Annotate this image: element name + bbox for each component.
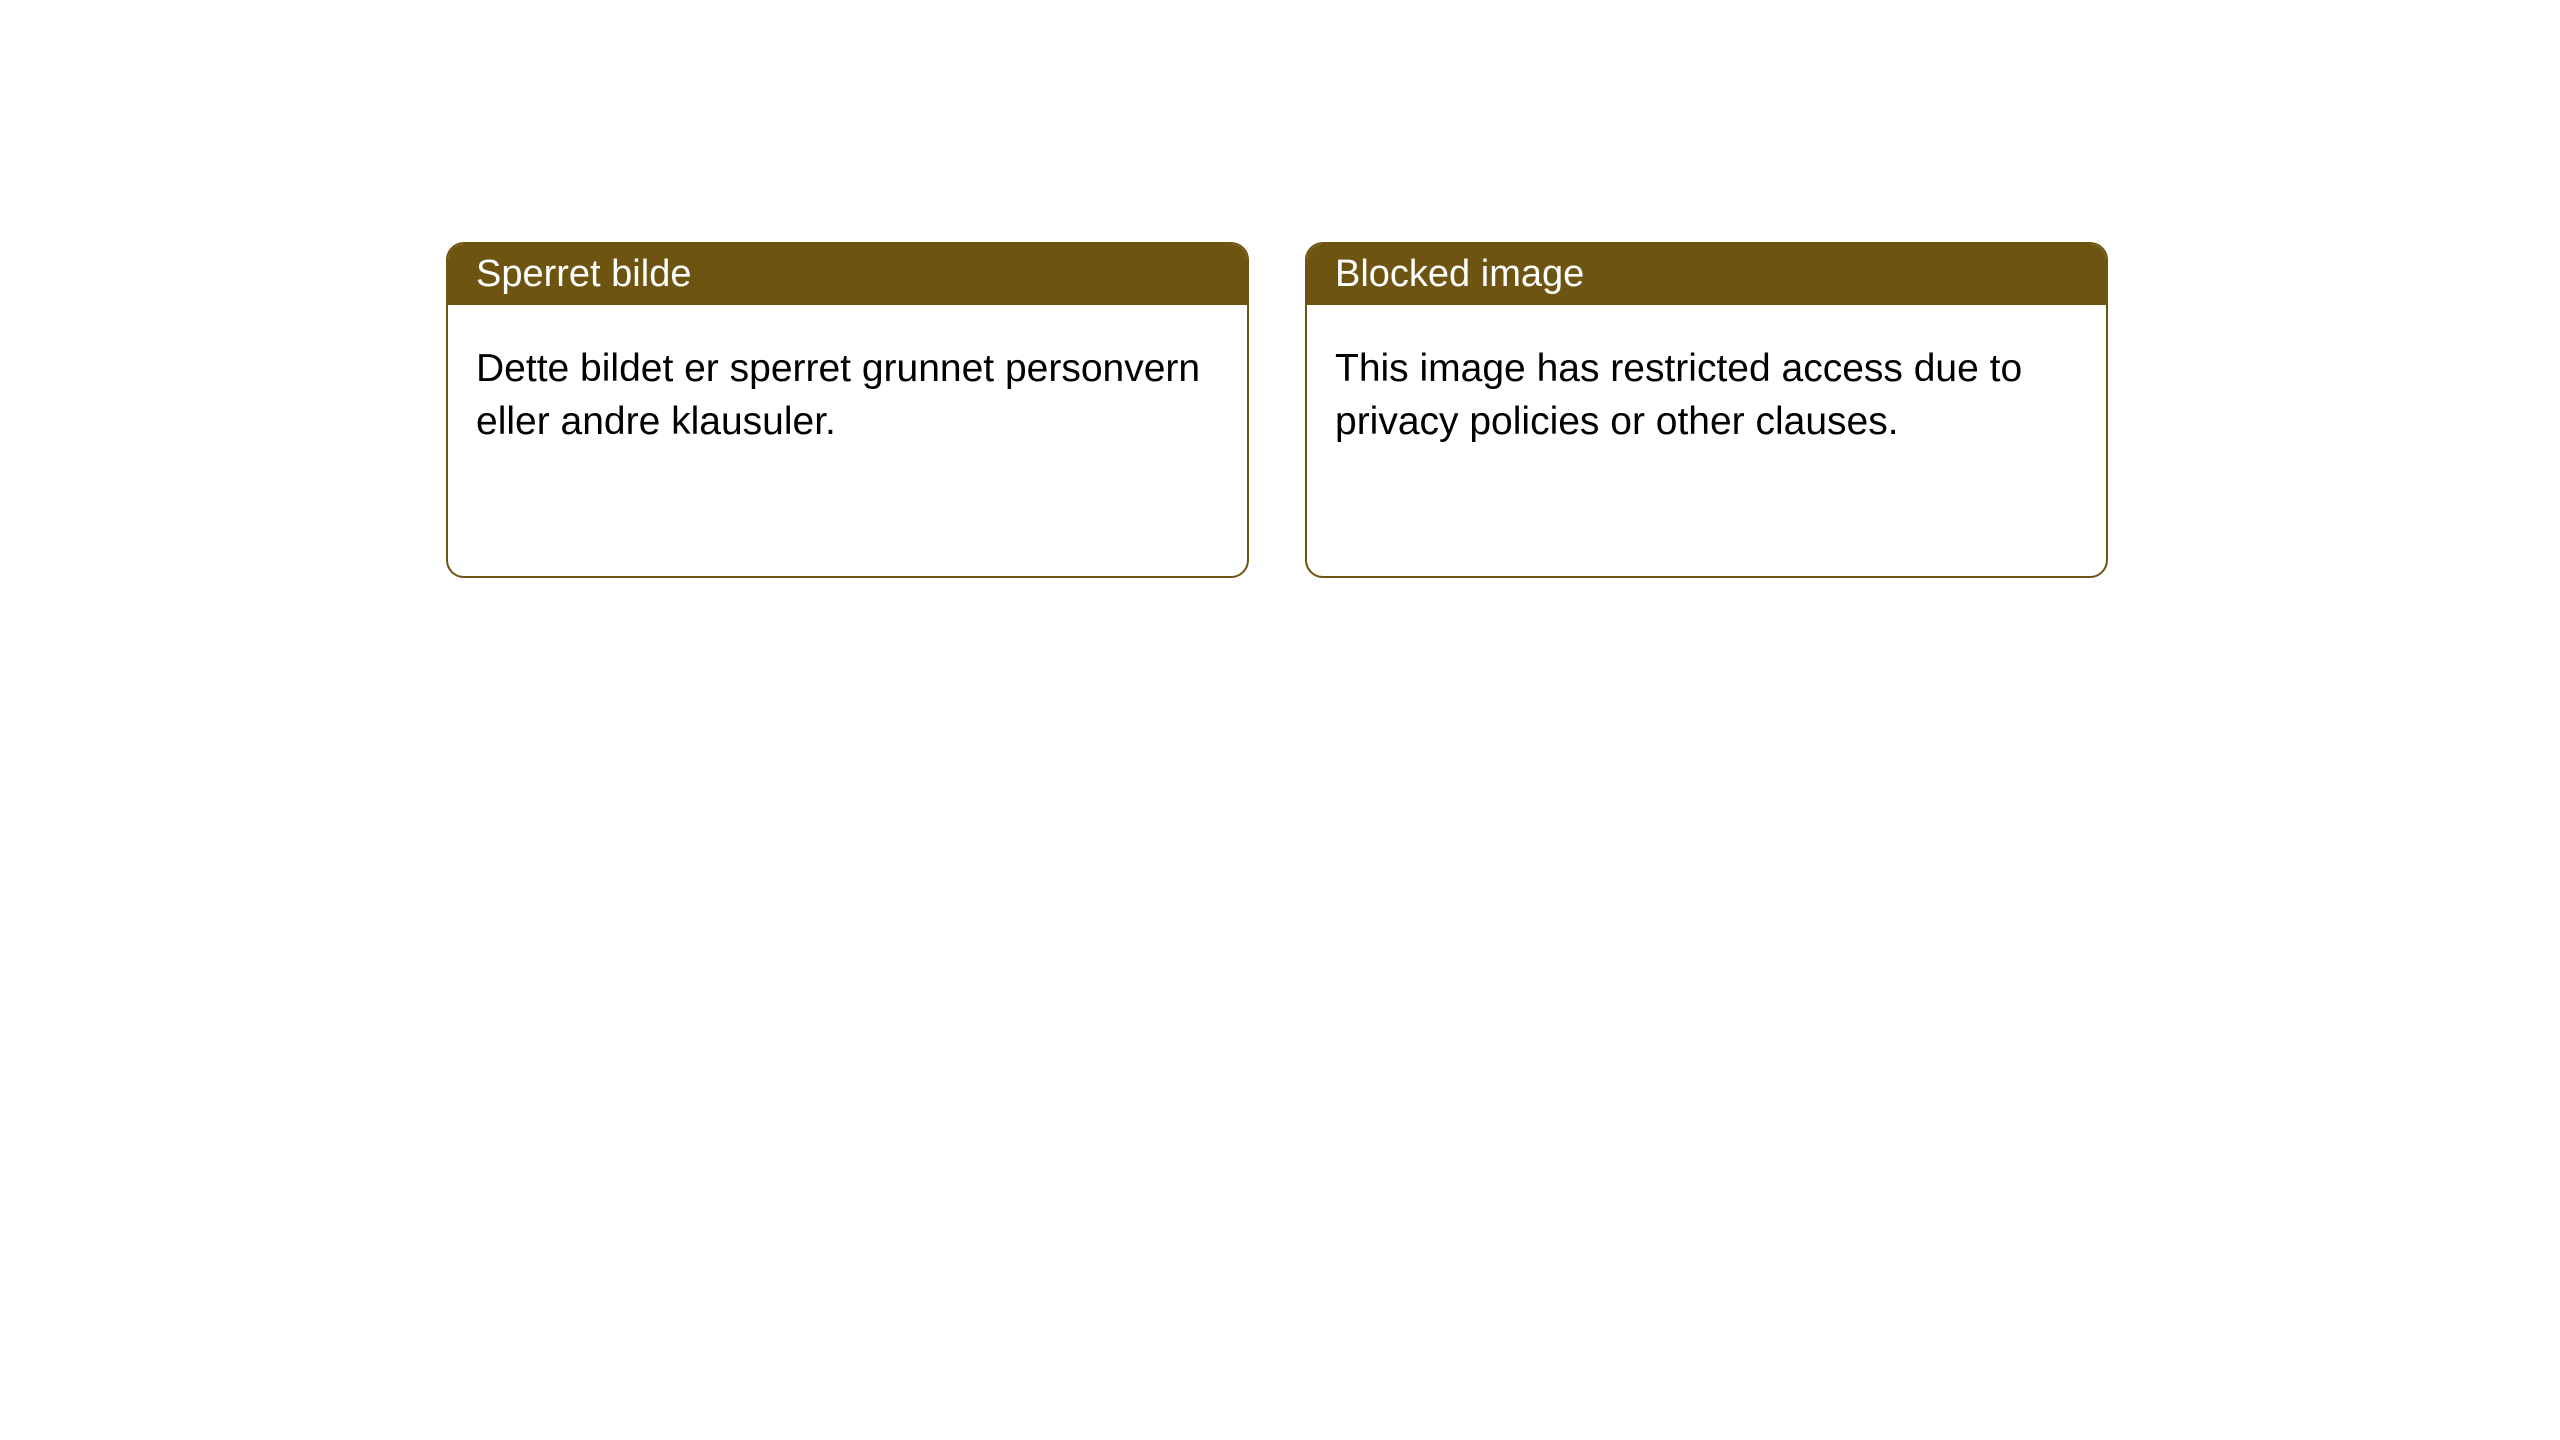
card-body: This image has restricted access due to … [1307,305,2106,476]
card-message: This image has restricted access due to … [1335,343,2078,448]
notice-card-english: Blocked image This image has restricted … [1305,242,2108,578]
card-header: Sperret bilde [448,244,1247,305]
notice-cards-container: Sperret bilde Dette bildet er sperret gr… [446,242,2560,578]
notice-card-norwegian: Sperret bilde Dette bildet er sperret gr… [446,242,1249,578]
card-header: Blocked image [1307,244,2106,305]
card-title: Sperret bilde [476,253,691,296]
card-title: Blocked image [1335,253,1584,296]
card-body: Dette bildet er sperret grunnet personve… [448,305,1247,476]
card-message: Dette bildet er sperret grunnet personve… [476,343,1219,448]
